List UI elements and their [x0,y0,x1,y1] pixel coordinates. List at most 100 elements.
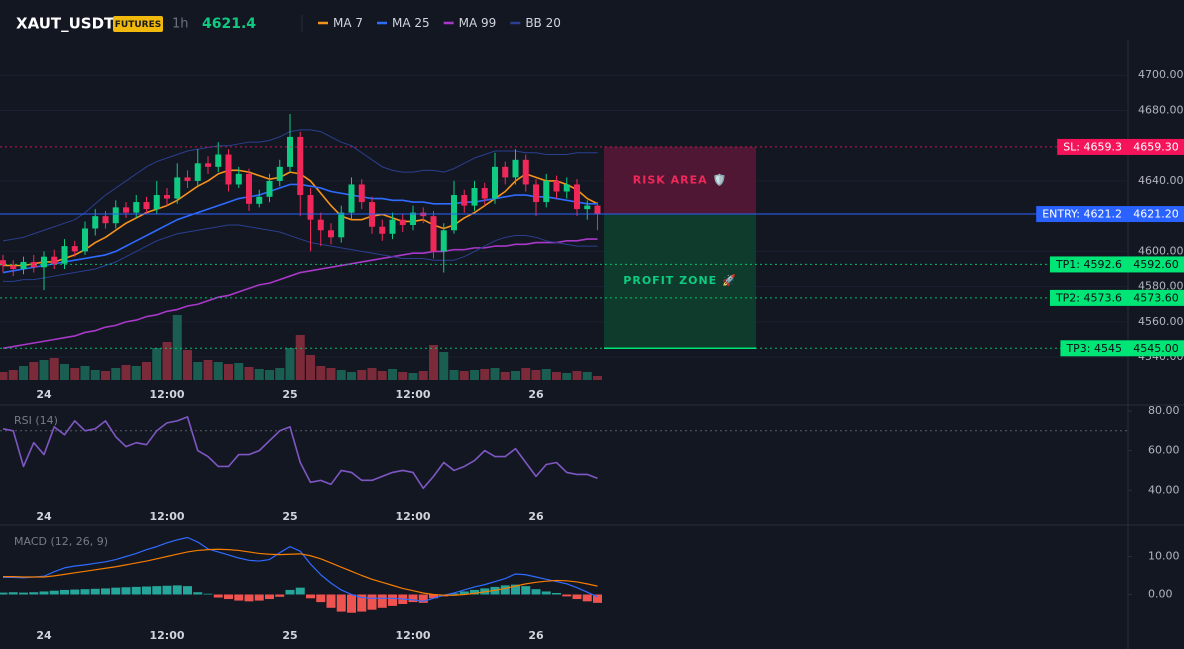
volume-bar [70,368,80,380]
macd-histogram-bar [49,590,59,595]
macd-histogram-bar [29,592,39,595]
last-price: 4621.4 [202,16,256,32]
profit-zone [604,214,756,349]
candle-body [379,226,386,234]
volume-bar [121,365,131,380]
candle-body [410,212,416,225]
x-tick-label: 26 [528,629,544,642]
volume-bar [131,366,141,380]
volume-bar [316,366,326,380]
candle-body [92,216,99,229]
x-tick-label: 12:00 [149,510,184,523]
x-tick-label: 24 [36,510,52,523]
candle-body [256,196,263,204]
macd-histogram-bar [306,594,315,599]
volume-bar [398,372,408,380]
candle-body [112,207,119,224]
ma-line [2,238,598,350]
volume-bar [449,370,459,380]
macd-histogram-bar [582,594,592,602]
candle-body [82,228,88,252]
volume-bar [0,372,8,380]
level-label: ENTRY: 4621.2 [1042,208,1122,221]
macd-histogram-bar [511,584,520,595]
candle-body [502,166,509,178]
legend-label: MA 99 [459,16,497,30]
candle-body [512,159,519,178]
volume-bar [39,360,49,380]
x-tick-label: 26 [528,388,544,401]
volume-bar [254,369,264,380]
volume-bar [326,368,336,380]
volume-bar [531,370,541,380]
level-price: 4573.60 [1133,291,1179,304]
x-tick-label: 12:00 [395,388,430,401]
level-price: 4592.60 [1133,258,1179,271]
level-price-bg [1128,256,1184,273]
level-price-bg [1128,289,1184,306]
candle-body [287,136,293,167]
y-tick-label: 40.00 [1148,483,1180,496]
x-tick-label: 12:00 [149,388,184,401]
badge-bg [113,16,163,32]
candle-body [522,159,529,185]
candle-body [461,195,468,206]
macd-histogram-bar [552,592,561,595]
macd-histogram-bar [172,585,182,595]
macd-histogram-bar [80,589,90,595]
macd-histogram-bar [213,594,223,598]
risk-zone [604,146,756,215]
volume-bar [183,350,192,380]
candle-body [102,216,109,224]
volume-bar [367,368,377,380]
volume-bar [593,376,602,380]
zone-label: PROFIT ZONE 🚀 [623,274,736,287]
macd-histogram-bar [19,592,28,595]
candle-body [20,261,27,270]
y-tick-label: 80.00 [1148,404,1180,417]
volume-bar [275,368,285,380]
volume-bar [459,371,469,380]
volume-bar [418,371,428,380]
x-tick-label: 12:00 [395,510,430,523]
candle-body [235,173,242,185]
macd-histogram-bar [377,594,387,608]
macd-histogram-bar [275,594,285,597]
macd-histogram-bar [39,591,49,595]
volume-bar [162,342,172,380]
x-tick-label: 25 [282,629,297,642]
level-price-bg [1128,206,1184,223]
y-tick-label: 4560.00 [1138,315,1184,328]
candle-body [71,246,78,252]
macd-histogram-bar [459,591,469,595]
macd-histogram-bar [70,589,80,595]
rsi-line [2,416,598,490]
volume-bar [295,335,305,380]
candle-body [430,216,437,252]
candle-body [594,205,601,214]
y-tick-label: 60.00 [1148,444,1180,457]
candle-body [123,207,129,213]
volume-bar [336,370,346,380]
candle-body [451,195,457,231]
level-label-bg [1049,256,1128,273]
y-tick-label: 4580.00 [1138,280,1184,293]
symbol: XAUT_USDT [16,15,115,33]
x-tick-label: 25 [282,388,297,401]
candle-body [215,154,222,167]
level-price: 4659.30 [1133,140,1179,153]
candle-body [164,195,170,199]
candle-body [297,136,304,196]
candle-body [492,166,498,199]
candle-body [348,184,355,213]
x-tick-label: 24 [36,388,52,401]
candle-body [328,230,334,238]
volume-bar [377,371,387,380]
macd-line [3,536,598,602]
candle-body [184,177,191,181]
volume-bar [213,362,223,380]
level-label: SL: 4659.3 [1063,140,1122,153]
volume-bar [101,371,110,380]
